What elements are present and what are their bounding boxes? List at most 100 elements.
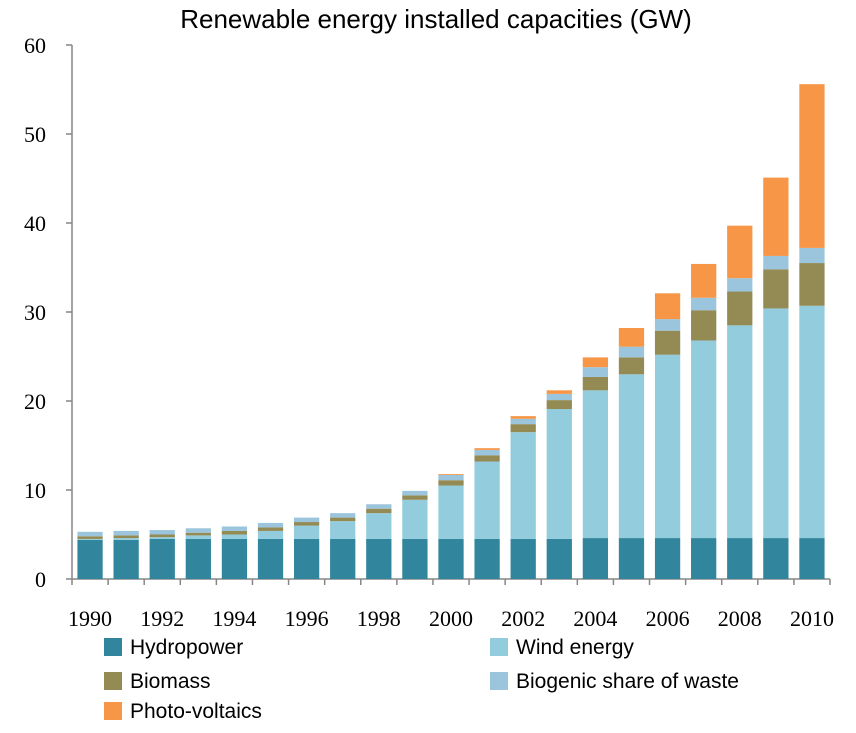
bar-segment [510, 538, 536, 579]
bar-segment [366, 508, 392, 514]
bar-segment [691, 538, 717, 579]
bar-segment [582, 367, 609, 377]
bar-segment [799, 263, 825, 306]
bar-segment [763, 255, 789, 270]
bar-segment [330, 513, 356, 518]
bar-segment [618, 328, 645, 347]
bar-segment [546, 409, 572, 539]
legend-label: Biogenic share of waste [516, 670, 739, 693]
y-tick-label: 0 [35, 567, 46, 592]
x-tick-label: 1998 [357, 606, 401, 631]
bar-stack-2006 [654, 293, 681, 579]
bar-segment [149, 537, 175, 539]
bar-segment [727, 291, 753, 326]
bar-segment [654, 293, 681, 320]
bar-segment [185, 532, 211, 536]
y-tick-label: 10 [24, 478, 46, 503]
bar-segment [691, 310, 717, 341]
bar-segment [546, 400, 572, 410]
bar-segment [546, 390, 572, 394]
bar-segment [221, 526, 248, 531]
bar-stack-2003 [546, 390, 572, 579]
bar-segment [618, 538, 645, 579]
x-tick-label: 1996 [285, 606, 329, 631]
bar-segment [257, 522, 284, 528]
bar-segment [727, 325, 753, 539]
bar-stack-1994 [221, 526, 248, 579]
bar-segment [691, 297, 717, 311]
bar-segment [727, 225, 753, 279]
bar-segment [763, 177, 789, 256]
bar-segment [438, 474, 464, 481]
y-tick-label: 30 [24, 300, 46, 325]
bar-stack-2010 [799, 84, 825, 579]
legend-swatch [104, 702, 122, 720]
legend-swatch [104, 638, 122, 656]
bar-segment [366, 513, 392, 539]
bar-segment [691, 340, 717, 539]
legend-item: Photo-voltaics [104, 700, 262, 723]
bar-segment [221, 538, 248, 579]
bar-segment [546, 393, 572, 401]
bar-segment [654, 538, 681, 579]
bar-segment [654, 319, 681, 331]
bar-segment [474, 461, 500, 539]
legend-swatch [490, 638, 508, 656]
legend-swatch [490, 672, 508, 690]
bar-segment [330, 538, 356, 579]
bar-segment [727, 538, 753, 579]
bar-segment [654, 330, 681, 355]
bar-segment [402, 538, 428, 579]
bar-segment [654, 354, 681, 539]
bar-segment [257, 527, 284, 531]
bar-segment [799, 247, 825, 264]
bar-segment [474, 449, 500, 456]
bar-stack-2004 [582, 357, 609, 579]
bar-segment [366, 504, 392, 509]
legend-label: Hydropower [130, 636, 243, 659]
bar-segment [727, 278, 753, 292]
legend: Hydropower Wind energy Biomass Biogenic sha… [104, 636, 739, 723]
bar-segment [799, 305, 825, 539]
bar-stack-1997 [330, 513, 356, 579]
bar-stack-2009 [763, 177, 789, 579]
bar-segment [149, 530, 175, 535]
bar-segment [77, 539, 103, 579]
bar-segment [402, 499, 428, 539]
bar-segment [77, 538, 103, 540]
x-tick-label: 2004 [573, 606, 617, 631]
x-tick-label: 1994 [212, 606, 256, 631]
legend-item: Hydropower [104, 636, 243, 659]
bar-segment [113, 538, 139, 540]
bar-segment [510, 416, 536, 419]
bar-segment [438, 473, 464, 475]
y-tick-label: 50 [24, 122, 46, 147]
y-tick-label: 60 [24, 33, 46, 58]
bar-segment [77, 536, 103, 539]
bar-segment [293, 525, 320, 539]
bar-stack-2000 [438, 473, 464, 579]
bar-stack-1990 [77, 531, 103, 579]
bar-segment [618, 346, 645, 358]
legend-item: Biomass [104, 670, 211, 693]
bar-stack-2002 [510, 416, 536, 579]
bar-stack-1996 [293, 517, 320, 579]
bar-stack-2008 [727, 225, 753, 579]
bar-segment [221, 534, 248, 539]
bar-segment [474, 448, 500, 450]
y-tick-label: 20 [24, 389, 46, 414]
bar-segment [221, 530, 248, 535]
bars [77, 84, 825, 579]
bar-segment [330, 521, 356, 539]
y-tick-label: 40 [24, 211, 46, 236]
bar-segment [257, 538, 284, 579]
bar-segment [149, 534, 175, 538]
bar-segment [763, 269, 789, 309]
bar-stack-2001 [474, 448, 500, 579]
bar-segment [799, 538, 825, 579]
bar-segment [438, 485, 464, 539]
legend-swatch [104, 672, 122, 690]
bar-segment [113, 530, 139, 536]
bar-segment [438, 538, 464, 579]
